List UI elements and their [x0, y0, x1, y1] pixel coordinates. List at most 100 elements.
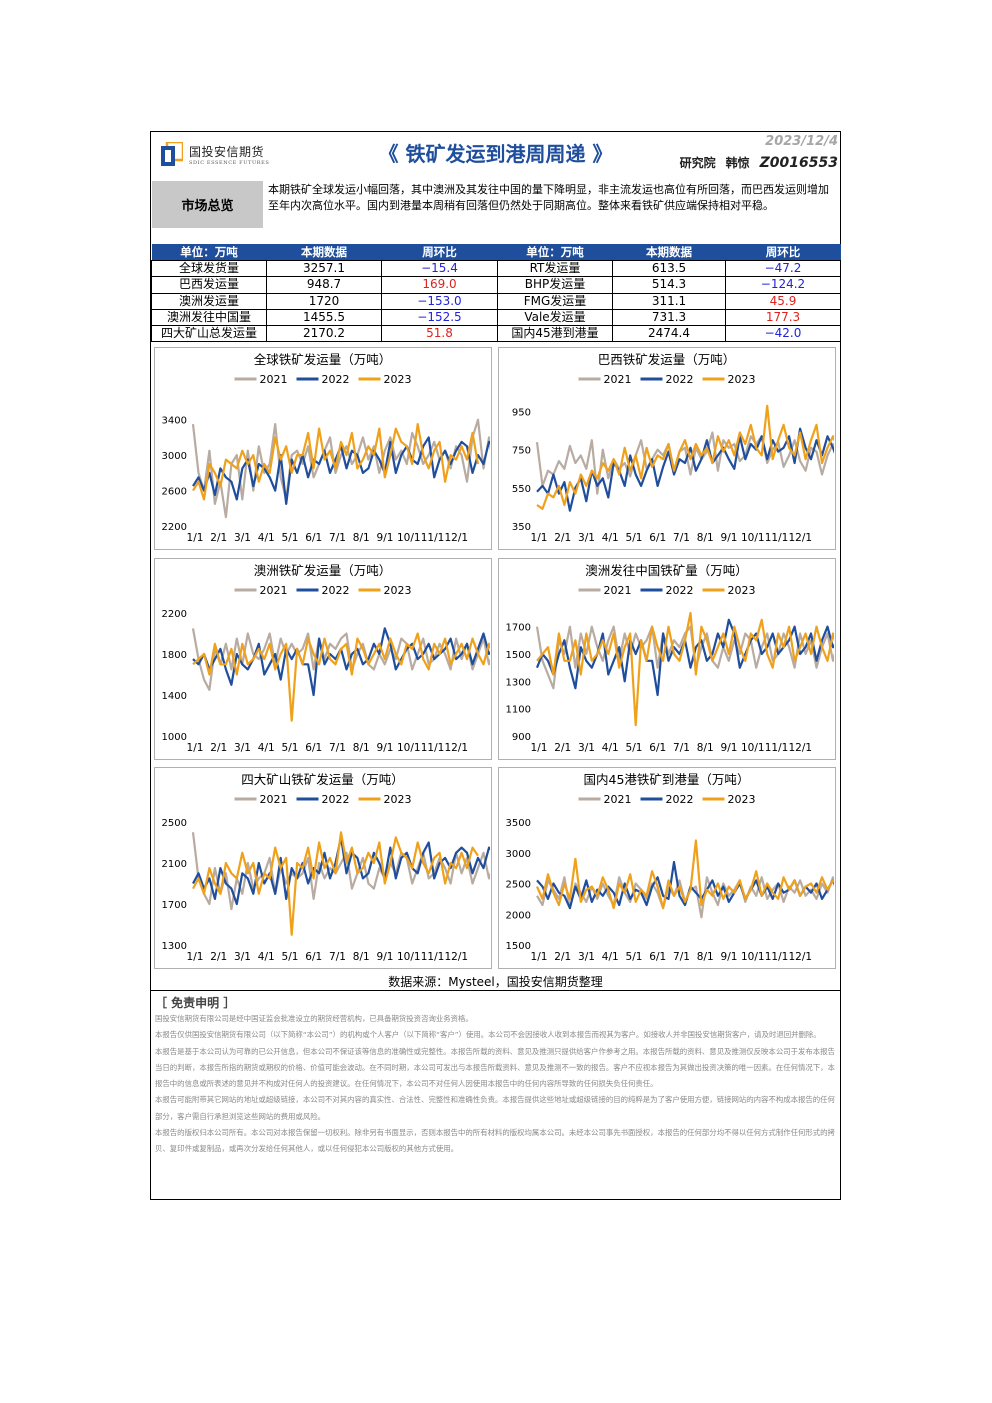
series-line-2023: [536, 404, 834, 510]
logo-cn-text: 国投安信期货: [189, 145, 265, 159]
y-tick-label: 3400: [162, 416, 187, 427]
y-tick-label: 2100: [162, 859, 187, 870]
chart-global: 全球铁矿发运量（万吨） 2021 2022 2023 2200 2600 3000 3400 1…: [154, 347, 492, 550]
summary-text: 本期铁矿全球发运小幅回落，其中澳洲及其发往中国的量下降明显，非主流发运也高位有所…: [268, 183, 829, 212]
x-tick-label: 6/1: [649, 532, 666, 544]
legend-label-2022: 2022: [666, 793, 694, 806]
series-line-2021: [191, 418, 490, 519]
report-header: 国投安信期货 SDIC ESSENCE FUTURES 《 铁矿发运到港周周递 …: [151, 132, 840, 180]
report-sheet: 国投安信期货 SDIC ESSENCE FUTURES 《 铁矿发运到港周周递 …: [150, 131, 841, 1200]
row-value: 731.3: [612, 308, 726, 327]
legend-label-2022: 2022: [322, 793, 350, 806]
row-change: −153.0: [381, 292, 498, 310]
chart-port45: 国内45港铁矿到港量（万吨） 2021 2022 2023 1500 2000 2500 30…: [498, 767, 836, 969]
row-value: 514.3: [612, 276, 726, 294]
x-tick-label: 2/1: [210, 742, 227, 754]
logo-en-text: SDIC ESSENCE FUTURES: [189, 160, 270, 166]
disclaimer-paragraph: 本报告是基于本公司认为可靠的已公开信息，但本公司不保证该等信息的准确性或完整性。…: [155, 1046, 835, 1089]
disclaimer-body: 国投安信期货有限公司是经中国证监会批准设立的期货经营机构，已具备期货投资咨询业务…: [155, 1011, 836, 1158]
legend-label-2021: 2021: [604, 373, 632, 386]
x-tick-label: 9/1: [377, 742, 394, 754]
x-tick-label: 10/1: [741, 951, 765, 963]
row-name: 四大矿山总发运量: [151, 325, 267, 343]
x-tick-label: 4/1: [258, 532, 275, 544]
x-tick-label: 8/1: [697, 951, 714, 963]
x-tick-label: 8/1: [353, 742, 370, 754]
row-name: Vale发运量: [497, 308, 613, 327]
x-tick-label: 8/1: [353, 951, 370, 963]
row-value: 2474.4: [612, 325, 726, 343]
chart-title: 国内45港铁矿到港量（万吨）: [584, 772, 750, 787]
row-name: 澳洲发往中国量: [151, 308, 267, 327]
row-name: BHP发运量: [497, 276, 613, 294]
row-name: 全球发货量: [151, 259, 267, 278]
x-tick-label: 9/1: [377, 532, 394, 544]
chart-big4: 四大矿山铁矿发运量（万吨） 2021 2022 2023 1300 1700 2100 250…: [154, 767, 492, 969]
x-tick-label: 1/1: [531, 532, 548, 544]
x-tick-label: 5/1: [282, 742, 299, 754]
header-cell: 本期数据: [266, 244, 382, 261]
x-tick-label: 3/1: [578, 742, 595, 754]
disclaimer: ［ 免责申明 ］ 国投安信期货有限公司是经中国证监会批准设立的期货经营机构，已具…: [151, 990, 840, 1199]
row-name: 澳洲发运量: [151, 292, 267, 310]
x-tick-label: 6/1: [305, 742, 322, 754]
y-tick-label: 2500: [162, 818, 187, 829]
x-tick-label: 5/1: [626, 951, 643, 963]
logo-mark-icon: [161, 142, 183, 166]
x-tick-label: 3/1: [234, 951, 251, 963]
x-tick-label: 4/1: [602, 532, 619, 544]
author-line: 研究院 韩惊 Z0016553: [670, 154, 838, 171]
summary-label: 市场总览: [152, 181, 263, 228]
report-date: 2023/12/4: [765, 134, 838, 149]
market-summary: 市场总览 本期铁矿全球发运小幅回落，其中澳洲及其发往中国的量下降明显，非主流发运…: [151, 180, 840, 243]
x-tick-label: 10/1: [741, 742, 765, 754]
row-change: 169.0: [381, 276, 498, 294]
x-tick-label: 1/1: [187, 951, 204, 963]
chart-aus-china: 澳洲发往中国铁矿量（万吨） 2021 2022 2023 900 1100 1300 1500…: [498, 558, 836, 760]
department: 研究院: [679, 156, 716, 170]
legend-label-2023: 2023: [728, 793, 756, 806]
row-value: 1720: [266, 292, 382, 310]
x-tick-label: 7/1: [673, 951, 690, 963]
chart-title: 全球铁矿发运量（万吨）: [254, 352, 392, 367]
series-line-2021: [535, 431, 834, 495]
legend-label-2023: 2023: [384, 373, 412, 386]
x-tick-label: 9/1: [721, 951, 738, 963]
y-tick-label: 1300: [506, 677, 531, 688]
x-tick-label: 6/1: [649, 951, 666, 963]
x-tick-label: 11/1: [765, 532, 789, 544]
data-source: 数据来源：Mysteel，国投安信期货整理: [388, 975, 603, 989]
x-tick-label: 10/1: [741, 532, 765, 544]
x-tick-label: 2/1: [554, 951, 571, 963]
stats-row: 四大矿山总发运量 2170.2 51.8 国内45港到港量 2474.4 −42.0: [151, 325, 841, 343]
stats-row: 澳洲发运量 1720 −153.0 FMG发运量 311.1 45.9: [151, 292, 841, 310]
series-line-2023: [192, 422, 480, 501]
legend-label-2021: 2021: [604, 793, 632, 806]
x-tick-label: 7/1: [329, 951, 346, 963]
row-name: 国内45港到港量: [497, 325, 613, 343]
y-tick-label: 950: [512, 408, 531, 419]
x-tick-label: 12/1: [444, 532, 468, 544]
legend-label-2022: 2022: [322, 584, 350, 597]
y-tick-label: 1500: [506, 941, 531, 952]
y-tick-label: 1300: [162, 941, 187, 952]
series-line-2022: [536, 427, 834, 512]
x-tick-label: 2/1: [554, 742, 571, 754]
x-tick-label: 4/1: [602, 951, 619, 963]
x-tick-label: 3/1: [234, 532, 251, 544]
row-value: 948.7: [266, 276, 382, 294]
header-cell: 周环比: [725, 244, 841, 261]
x-tick-label: 12/1: [788, 951, 812, 963]
y-tick-label: 1000: [162, 732, 187, 743]
disclaimer-title: ［ 免责申明 ］: [155, 996, 236, 1010]
x-tick-label: 3/1: [578, 951, 595, 963]
y-tick-label: 2500: [506, 880, 531, 891]
x-tick-label: 8/1: [353, 532, 370, 544]
x-tick-label: 11/1: [421, 951, 445, 963]
row-change: −124.2: [725, 276, 841, 294]
x-tick-label: 10/1: [397, 951, 421, 963]
y-tick-label: 1100: [506, 705, 531, 716]
x-tick-label: 12/1: [444, 951, 468, 963]
header-cell: 本期数据: [612, 244, 726, 261]
x-tick-label: 8/1: [697, 742, 714, 754]
